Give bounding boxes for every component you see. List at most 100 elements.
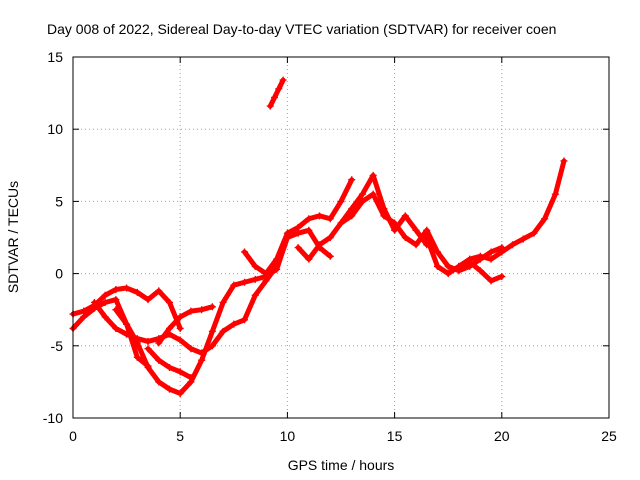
chart-title: Day 008 of 2022, Sidereal Day-to-day VTE… [47, 21, 556, 37]
data-point [80, 307, 88, 315]
data-point [348, 212, 356, 220]
data-point [560, 157, 568, 165]
data-point [498, 272, 506, 280]
data-point [423, 234, 431, 241]
y-tick-label: 5 [55, 193, 63, 209]
data-point [337, 197, 345, 205]
data-point [487, 277, 495, 285]
data-point [466, 255, 474, 263]
series-arc-6 [144, 345, 195, 382]
series-trace [70, 297, 151, 369]
data-point [498, 248, 506, 256]
data-point [112, 324, 120, 332]
x-tick-label: 5 [176, 428, 184, 444]
data-point [144, 296, 152, 304]
data-point [487, 248, 495, 256]
x-tick-label: 15 [387, 428, 403, 444]
data-point [176, 389, 184, 397]
series-trace [91, 263, 280, 356]
data-point [305, 226, 313, 234]
data-point [133, 339, 141, 347]
data-point [123, 320, 131, 328]
data-point [412, 241, 420, 249]
data-point [176, 336, 184, 344]
series-arc-7 [241, 176, 356, 278]
data-point [412, 226, 420, 234]
data-point [316, 212, 324, 220]
data-point [423, 226, 431, 234]
series-arc-1 [69, 296, 152, 370]
data-point [476, 252, 484, 260]
data-point [275, 85, 283, 93]
x-tick-label: 25 [601, 428, 617, 444]
data-point [326, 234, 334, 241]
data-point [219, 298, 227, 306]
data-point [155, 339, 163, 347]
data-point [165, 324, 173, 332]
data-point [241, 248, 249, 256]
data-point [187, 374, 195, 382]
data-point [144, 337, 152, 345]
data-point [90, 298, 98, 306]
x-axis-label: GPS time / hours [288, 457, 395, 473]
series-trace [456, 158, 567, 269]
y-tick-label: 10 [47, 121, 63, 137]
series-arc-10 [337, 190, 506, 275]
data-point [187, 307, 195, 315]
data-point [401, 212, 409, 220]
x-tick-label: 20 [494, 428, 510, 444]
data-point [266, 102, 274, 110]
data-point [337, 219, 345, 227]
data-point [101, 313, 109, 321]
data-point [455, 262, 463, 270]
y-tick-label: 15 [47, 49, 63, 65]
data-point [241, 278, 249, 286]
data-point [123, 284, 131, 292]
data-point [262, 270, 270, 278]
data-point [198, 356, 206, 364]
data-point [305, 215, 313, 223]
data-point [165, 385, 173, 393]
y-axis-label: SDTVAR / TECUs [5, 181, 21, 293]
data-point [101, 298, 109, 306]
data-point [509, 241, 517, 249]
series-trace [338, 191, 505, 274]
series-arc-4 [112, 226, 334, 397]
data-point [176, 324, 184, 332]
data-point [112, 306, 120, 314]
data-point [133, 353, 141, 361]
data-point [433, 248, 441, 256]
data-point [208, 327, 216, 335]
data-point [176, 313, 184, 321]
data-point [251, 262, 259, 270]
data-point [294, 223, 302, 231]
data-point [369, 171, 377, 179]
data-point [208, 303, 216, 311]
data-point [144, 345, 152, 353]
axes: 0 5 10 15 20 25 -10 -5 0 5 10 15 [43, 49, 617, 444]
data-point [326, 252, 334, 260]
data-point [305, 255, 313, 263]
data-point [541, 215, 549, 223]
data-point [144, 363, 152, 371]
data-point [219, 327, 227, 335]
data-point [251, 275, 259, 283]
data-point [358, 197, 366, 205]
y-tick-label: -5 [51, 338, 64, 354]
data-point [123, 330, 131, 338]
data-point [487, 255, 495, 263]
data-point [273, 265, 281, 273]
data-point [101, 291, 109, 299]
data-point [551, 190, 559, 198]
data-point [187, 345, 195, 353]
data-point [358, 190, 366, 198]
data-point [530, 229, 538, 237]
data-point [112, 285, 120, 293]
data-point [391, 219, 399, 227]
data-point [208, 342, 216, 350]
data-point [519, 235, 527, 243]
y-tick-label: -10 [43, 410, 63, 426]
data-point [348, 176, 356, 184]
data-point [401, 234, 409, 241]
